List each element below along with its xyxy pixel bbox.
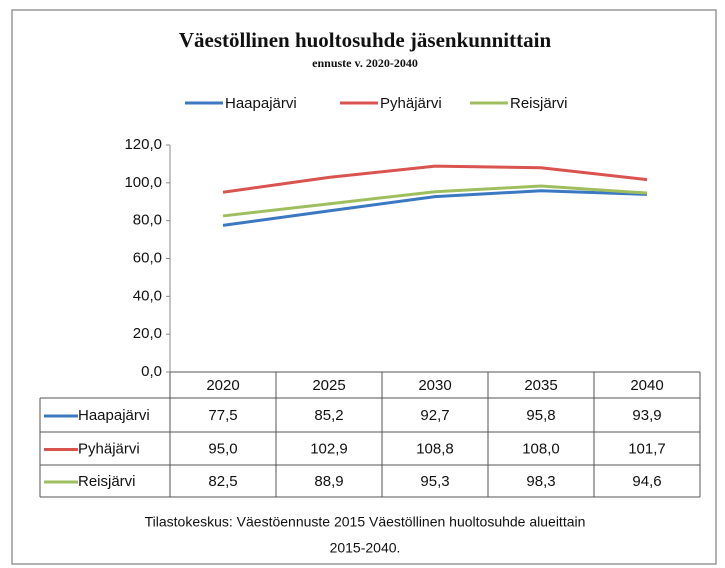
table-row-label: Reisjärvi xyxy=(78,473,136,490)
y-tick-label: 100,0 xyxy=(124,174,162,191)
table-cell: 82,5 xyxy=(208,473,237,490)
y-tick-label: 60,0 xyxy=(133,249,162,266)
x-tick-label: 2040 xyxy=(630,377,663,394)
x-tick-label: 2035 xyxy=(524,377,557,394)
legend-label: Haapajärvi xyxy=(225,95,297,112)
y-tick-label: 20,0 xyxy=(133,325,162,342)
chart-title: Väestöllinen huoltosuhde jäsenkunnittain xyxy=(179,28,552,52)
y-tick-label: 120,0 xyxy=(124,136,162,153)
series-line xyxy=(222,164,648,194)
table-cell: 108,0 xyxy=(522,440,560,457)
table-cell: 101,7 xyxy=(628,440,666,457)
table-cell: 95,8 xyxy=(526,407,555,424)
table-cell: 108,8 xyxy=(416,440,454,457)
table-cell: 92,7 xyxy=(420,407,449,424)
source: 2015-2040. xyxy=(330,540,401,556)
x-tick-label: 2025 xyxy=(312,377,345,394)
y-tick-label: 0,0 xyxy=(141,363,162,380)
table-row-label: Haapajärvi xyxy=(78,407,150,424)
x-tick-label: 2030 xyxy=(418,377,451,394)
table-cell: 77,5 xyxy=(208,407,237,424)
y-tick-label: 40,0 xyxy=(133,287,162,304)
table-cell: 102,9 xyxy=(310,440,348,457)
legend-label: Reisjärvi xyxy=(510,95,568,112)
series-line xyxy=(222,189,648,227)
table-row-label: Pyhäjärvi xyxy=(78,440,140,457)
table-cell: 94,6 xyxy=(632,473,661,490)
table-cell: 98,3 xyxy=(526,473,555,490)
source: Tilastokeskus: Väestöennuste 2015 Väestö… xyxy=(145,514,586,530)
x-tick-label: 2020 xyxy=(206,377,239,394)
legend-label: Pyhäjärvi xyxy=(380,95,442,112)
chart-subtitle: ennuste v. 2020-2040 xyxy=(312,56,418,70)
table-cell: 88,9 xyxy=(314,473,343,490)
series-line xyxy=(222,184,648,218)
table-cell: 95,0 xyxy=(208,440,237,457)
y-tick-label: 80,0 xyxy=(133,212,162,229)
table-cell: 95,3 xyxy=(420,473,449,490)
table-cell: 93,9 xyxy=(632,407,661,424)
table-cell: 85,2 xyxy=(314,407,343,424)
